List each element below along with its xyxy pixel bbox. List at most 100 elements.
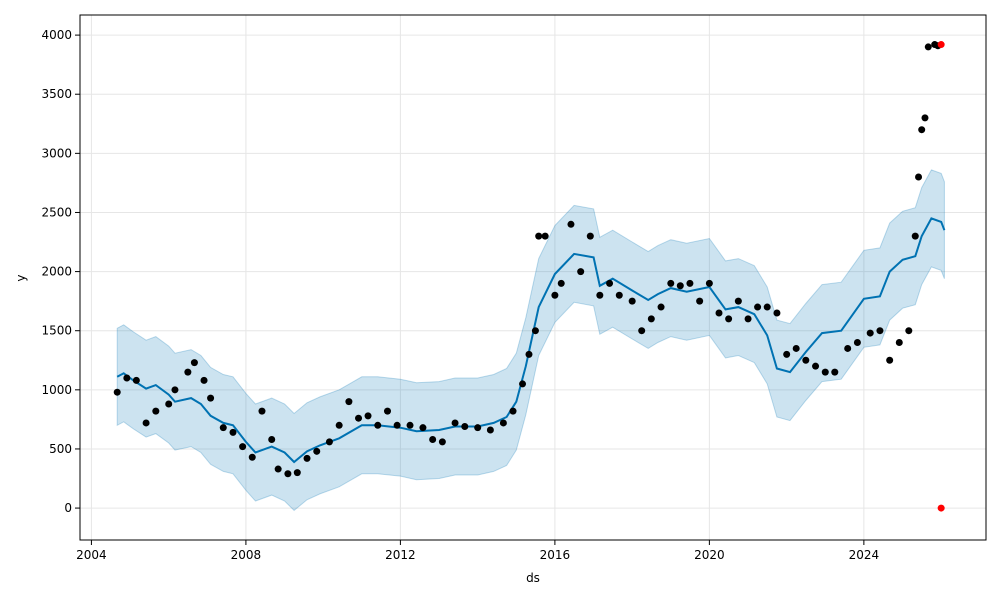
observed-point: [734, 297, 742, 305]
observed-point: [123, 374, 131, 382]
observed-point: [628, 297, 636, 305]
observed-point: [132, 376, 140, 384]
observed-point: [541, 232, 549, 240]
observed-point: [355, 414, 363, 422]
observed-point: [525, 350, 533, 358]
y-axis-label: y: [14, 274, 28, 281]
observed-point: [686, 279, 694, 287]
observed-point: [911, 232, 919, 240]
observed-point: [165, 400, 173, 408]
observed-point: [886, 356, 894, 364]
x-tick-label: 2020: [694, 548, 725, 562]
observed-point: [393, 421, 401, 429]
x-axis-ticks: 2004 2008 2012 2016 2020 2024: [76, 540, 879, 562]
observed-point: [676, 282, 684, 290]
observed-point: [744, 315, 752, 323]
observed-point: [499, 419, 507, 427]
observed-point: [557, 279, 565, 287]
observed-point: [715, 309, 723, 317]
observed-point: [783, 350, 791, 358]
forecast-line-group: [116, 217, 946, 464]
observed-point: [184, 368, 192, 376]
observed-point: [268, 435, 276, 443]
forecast-line: [116, 217, 946, 464]
observed-point: [229, 428, 237, 436]
observed-point: [239, 443, 247, 451]
observed-point: [200, 376, 208, 384]
y-tick-label: 500: [49, 442, 72, 456]
observed-point: [258, 407, 266, 415]
observed-point: [335, 421, 343, 429]
observed-point: [406, 421, 414, 429]
y-axis-ticks: 0 500 1000 1500 2000 2500 3000 3500 4000: [41, 28, 80, 515]
observed-point: [364, 412, 372, 420]
plot-frame: [79, 14, 987, 541]
x-axis-label: ds: [526, 571, 540, 585]
observed-point: [725, 315, 733, 323]
observed-points: [113, 41, 942, 478]
highlighted-point: [937, 504, 945, 512]
observed-point: [696, 297, 704, 305]
observed-point: [918, 126, 926, 134]
observed-point: [461, 422, 469, 430]
observed-point: [219, 424, 227, 432]
observed-point: [303, 454, 311, 462]
observed-point: [113, 388, 121, 396]
observed-point: [486, 426, 494, 434]
y-tick-label: 0: [64, 501, 72, 515]
observed-point: [577, 268, 585, 276]
observed-point: [474, 424, 482, 432]
observed-point: [763, 303, 771, 311]
observed-point: [451, 419, 459, 427]
y-tick-label: 4000: [41, 28, 72, 42]
observed-point: [438, 438, 446, 446]
observed-point: [429, 435, 437, 443]
y-tick-label: 3500: [41, 87, 72, 101]
observed-point: [821, 368, 829, 376]
observed-point: [606, 279, 614, 287]
observed-point: [876, 327, 884, 335]
y-tick-label: 3000: [41, 146, 72, 160]
x-tick-label: 2008: [231, 548, 262, 562]
observed-point: [551, 291, 559, 299]
observed-point: [142, 419, 150, 427]
observed-point: [921, 114, 929, 122]
observed-point: [313, 447, 321, 455]
observed-point: [638, 327, 646, 335]
observed-point: [345, 398, 353, 406]
observed-point: [866, 329, 874, 337]
observed-point: [792, 344, 800, 352]
observed-point: [596, 291, 604, 299]
observed-point: [374, 421, 382, 429]
y-tick-label: 2000: [41, 265, 72, 279]
observed-point: [812, 362, 820, 370]
observed-point: [647, 315, 655, 323]
observed-point: [802, 356, 810, 364]
observed-point: [895, 339, 903, 347]
observed-point: [171, 386, 179, 394]
observed-point: [773, 309, 781, 317]
x-tick-label: 2024: [849, 548, 880, 562]
observed-point: [519, 380, 527, 388]
observed-point: [915, 173, 923, 181]
observed-point: [535, 232, 543, 240]
observed-point: [567, 220, 575, 228]
observed-point: [383, 407, 391, 415]
highlighted-points: [937, 41, 945, 512]
observed-point: [657, 303, 665, 311]
observed-point: [615, 291, 623, 299]
observed-point: [274, 465, 282, 473]
observed-point: [531, 327, 539, 335]
y-tick-label: 1500: [41, 324, 72, 338]
observed-point: [924, 43, 932, 51]
highlighted-point: [937, 41, 945, 49]
observed-point: [844, 344, 852, 352]
observed-point: [705, 279, 713, 287]
x-tick-label: 2012: [385, 548, 416, 562]
observed-point: [325, 438, 333, 446]
observed-point: [831, 368, 839, 376]
observed-point: [190, 359, 198, 367]
y-tick-label: 1000: [41, 383, 72, 397]
